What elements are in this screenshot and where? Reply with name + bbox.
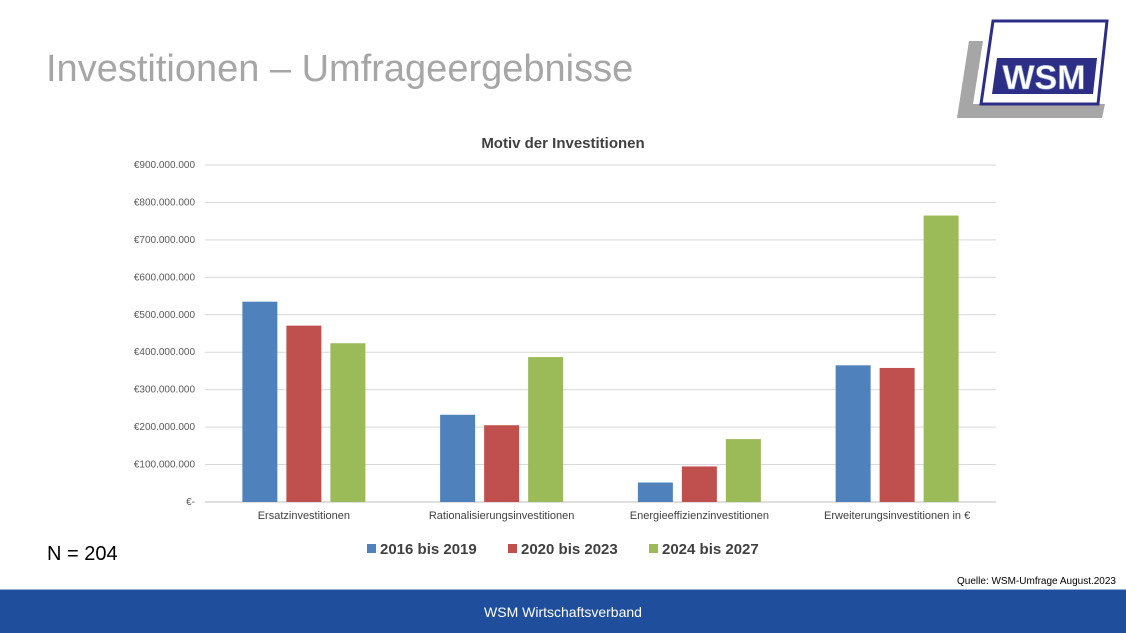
logo-gray-frame	[957, 41, 1105, 118]
bar	[637, 482, 673, 502]
legend-swatch	[649, 544, 658, 553]
legend-label: 2020 bis 2023	[521, 541, 618, 558]
y-tick-label: €700.000.000	[134, 235, 196, 246]
wsm-logo: WSM	[957, 19, 1109, 118]
bar	[879, 367, 915, 502]
bar-chart: Motiv der Investitionen €- €100.000.000 €2…	[134, 135, 996, 558]
category-label: Ersatzinvestitionen	[258, 510, 350, 522]
category-label: Rationalisierungsinvestitionen	[429, 510, 575, 522]
legend-label: 2016 bis 2019	[380, 541, 477, 558]
y-tick-label: €400.000.000	[134, 347, 196, 358]
chart-title: Motiv der Investitionen	[481, 135, 644, 152]
footer-bar: WSM Wirtschaftsverband	[0, 589, 1126, 633]
category-label: Energieeffizienzinvestitionen	[630, 510, 769, 522]
sample-size: N = 204	[47, 543, 118, 565]
bar	[681, 466, 717, 502]
footer-label: WSM Wirtschaftsverband	[484, 603, 642, 620]
bar	[440, 414, 476, 502]
y-tick-label: €100.000.000	[134, 460, 196, 471]
logo-blue-box	[992, 58, 1097, 94]
y-tick-label: €200.000.000	[134, 422, 196, 433]
y-tick-label: €300.000.000	[134, 385, 196, 396]
category-label: Erweiterungsinvestitionen in €	[824, 510, 970, 522]
y-tick-label: €500.000.000	[134, 310, 196, 321]
legend-swatch	[367, 544, 376, 553]
bar	[923, 215, 959, 503]
slide-title: Investitionen – Umfrageergebnisse	[46, 48, 634, 90]
bar	[835, 365, 871, 502]
bar	[286, 325, 322, 502]
logo-text: WSM	[1002, 59, 1085, 97]
source-note: Quelle: WSM-Umfrage August.2023	[957, 576, 1116, 587]
legend-swatch	[508, 544, 517, 553]
bar	[330, 343, 366, 502]
y-tick-label: €900.000.000	[134, 160, 196, 171]
legend-label: 2024 bis 2027	[662, 541, 759, 558]
bar	[725, 439, 761, 502]
bar	[528, 357, 564, 502]
y-tick-label: €600.000.000	[134, 272, 196, 283]
y-tick-label: €800.000.000	[134, 197, 196, 208]
bar	[242, 301, 278, 502]
bar	[484, 425, 520, 502]
grid-lines	[205, 164, 996, 503]
y-tick-labels: €- €100.000.000 €200.000.000 €300.000.000 €4…	[134, 160, 196, 508]
category-labels: Ersatzinvestitionen Rationalisierungsinve…	[258, 510, 970, 522]
bars	[242, 215, 959, 503]
y-tick-label: €-	[186, 497, 195, 508]
legend: 2016 bis 2019 2020 bis 2023 2024 bis 2027	[367, 541, 759, 558]
